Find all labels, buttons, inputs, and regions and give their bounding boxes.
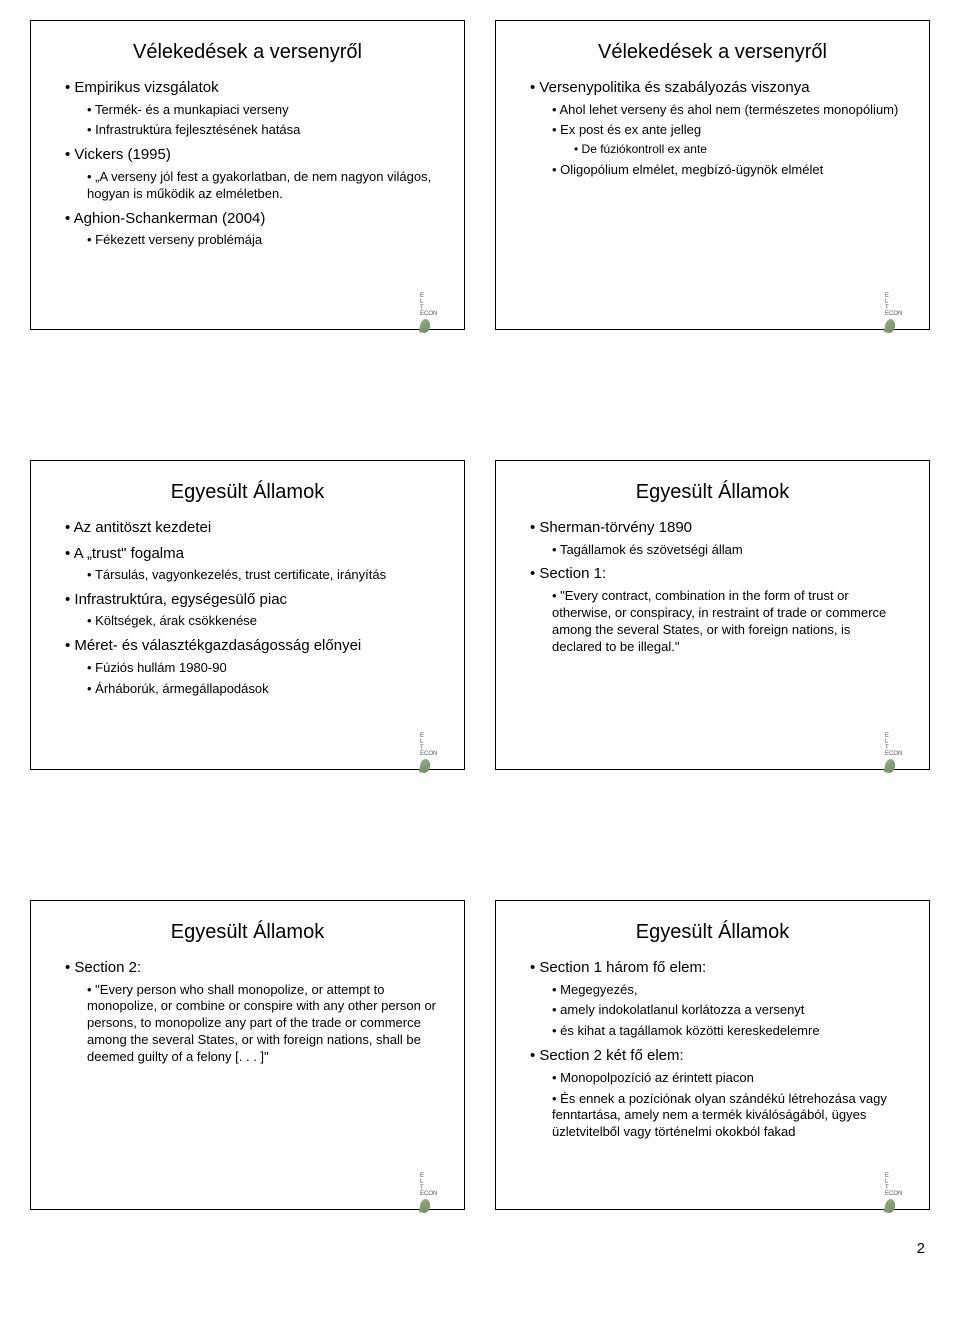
list-item: A „trust" fogalma <box>65 544 436 564</box>
elte-econ-logo: E L T ECON <box>420 293 446 315</box>
list-item: Section 2 két fő elem: <box>530 1046 901 1066</box>
slide-title: Egyesült Államok <box>59 481 436 504</box>
list-item: Oligopólium elmélet, megbízó-ügynök elmé… <box>552 162 901 179</box>
list-item: De fúziókontroll ex ante <box>574 142 901 158</box>
list-item: "Every contract, combination in the form… <box>552 588 901 656</box>
slide: Vélekedések a versenyről Empirikus vizsgá… <box>30 20 465 330</box>
slide-list: Section 1 három fő elem: Megegyezés, amely… <box>524 958 901 1141</box>
list-item: „A verseny jól fest a gyakorlatban, de n… <box>87 169 436 203</box>
leaf-icon <box>884 318 896 334</box>
elte-econ-logo: E L T ECON <box>420 733 446 755</box>
list-item: Társulás, vagyonkezelés, trust certifica… <box>87 567 436 584</box>
list-item: Fúziós hullám 1980-90 <box>87 660 436 677</box>
leaf-icon <box>419 318 431 334</box>
slide-list: Section 2: "Every person who shall monopo… <box>59 958 436 1066</box>
list-item: Section 1 három fő elem: <box>530 958 901 978</box>
list-item: Méret- és választékgazdaságosság előnyei <box>65 636 436 656</box>
slide-list: Sherman-törvény 1890 Tagállamok és szövet… <box>524 518 901 655</box>
elte-econ-logo: E L T ECON <box>885 733 911 755</box>
slides-grid: Vélekedések a versenyről Empirikus vizsgá… <box>30 20 930 1210</box>
leaf-icon <box>419 1198 431 1214</box>
list-item: Aghion-Schankerman (2004) <box>65 209 436 229</box>
slide: Egyesült Államok Section 2: "Every person … <box>30 900 465 1210</box>
elte-econ-logo: E L T ECON <box>885 1173 911 1195</box>
leaf-icon <box>884 1198 896 1214</box>
slide-title: Egyesült Államok <box>524 481 901 504</box>
list-item: Versenypolitika és szabályozás viszonya <box>530 78 901 98</box>
list-item: Sherman-törvény 1890 <box>530 518 901 538</box>
list-item: Ex post és ex ante jelleg <box>552 122 901 139</box>
list-item: Infrastruktúra fejlesztésének hatása <box>87 122 436 139</box>
slide-title: Vélekedések a versenyről <box>524 41 901 64</box>
slide-list: Versenypolitika és szabályozás viszonya A… <box>524 78 901 179</box>
elte-econ-logo: E L T ECON <box>885 293 911 315</box>
page-number: 2 <box>30 1240 930 1257</box>
list-item: Ahol lehet verseny és ahol nem (természe… <box>552 102 901 119</box>
list-item: "Every person who shall monopolize, or a… <box>87 982 436 1066</box>
list-item: Árháborúk, ármegállapodások <box>87 681 436 698</box>
slide-list: Empirikus vizsgálatok Termék- és a munkap… <box>59 78 436 249</box>
list-item: Tagállamok és szövetségi állam <box>552 542 901 559</box>
list-item: Infrastruktúra, egységesülő piac <box>65 590 436 610</box>
slide-title: Egyesült Államok <box>59 921 436 944</box>
slide-list: Az antitöszt kezdetei A „trust" fogalma Tá… <box>59 518 436 698</box>
elte-econ-logo: E L T ECON <box>420 1173 446 1195</box>
leaf-icon <box>884 758 896 774</box>
list-item: Empirikus vizsgálatok <box>65 78 436 98</box>
list-item: Az antitöszt kezdetei <box>65 518 436 538</box>
leaf-icon <box>419 758 431 774</box>
list-item: Monopolpozíció az érintett piacon <box>552 1070 901 1087</box>
slide: Egyesült Államok Az antitöszt kezdetei A „… <box>30 460 465 770</box>
list-item: Section 2: <box>65 958 436 978</box>
list-item: Költségek, árak csökkenése <box>87 613 436 630</box>
list-item: Termék- és a munkapiaci verseny <box>87 102 436 119</box>
list-item: Megegyezés, <box>552 982 901 999</box>
slide-title: Egyesült Államok <box>524 921 901 944</box>
list-item: Fékezett verseny problémája <box>87 232 436 249</box>
slide: Vélekedések a versenyről Versenypolitika … <box>495 20 930 330</box>
list-item: Section 1: <box>530 564 901 584</box>
list-item: és kihat a tagállamok közötti kereskedel… <box>552 1023 901 1040</box>
slide: Egyesült Államok Section 1 három fő elem:… <box>495 900 930 1210</box>
list-item: amely indokolatlanul korlátozza a versen… <box>552 1002 901 1019</box>
slide: Egyesült Államok Sherman-törvény 1890 Tagá… <box>495 460 930 770</box>
list-item: Vickers (1995) <box>65 145 436 165</box>
list-item: És ennek a pozíciónak olyan szándékú lét… <box>552 1091 901 1142</box>
slide-title: Vélekedések a versenyről <box>59 41 436 64</box>
